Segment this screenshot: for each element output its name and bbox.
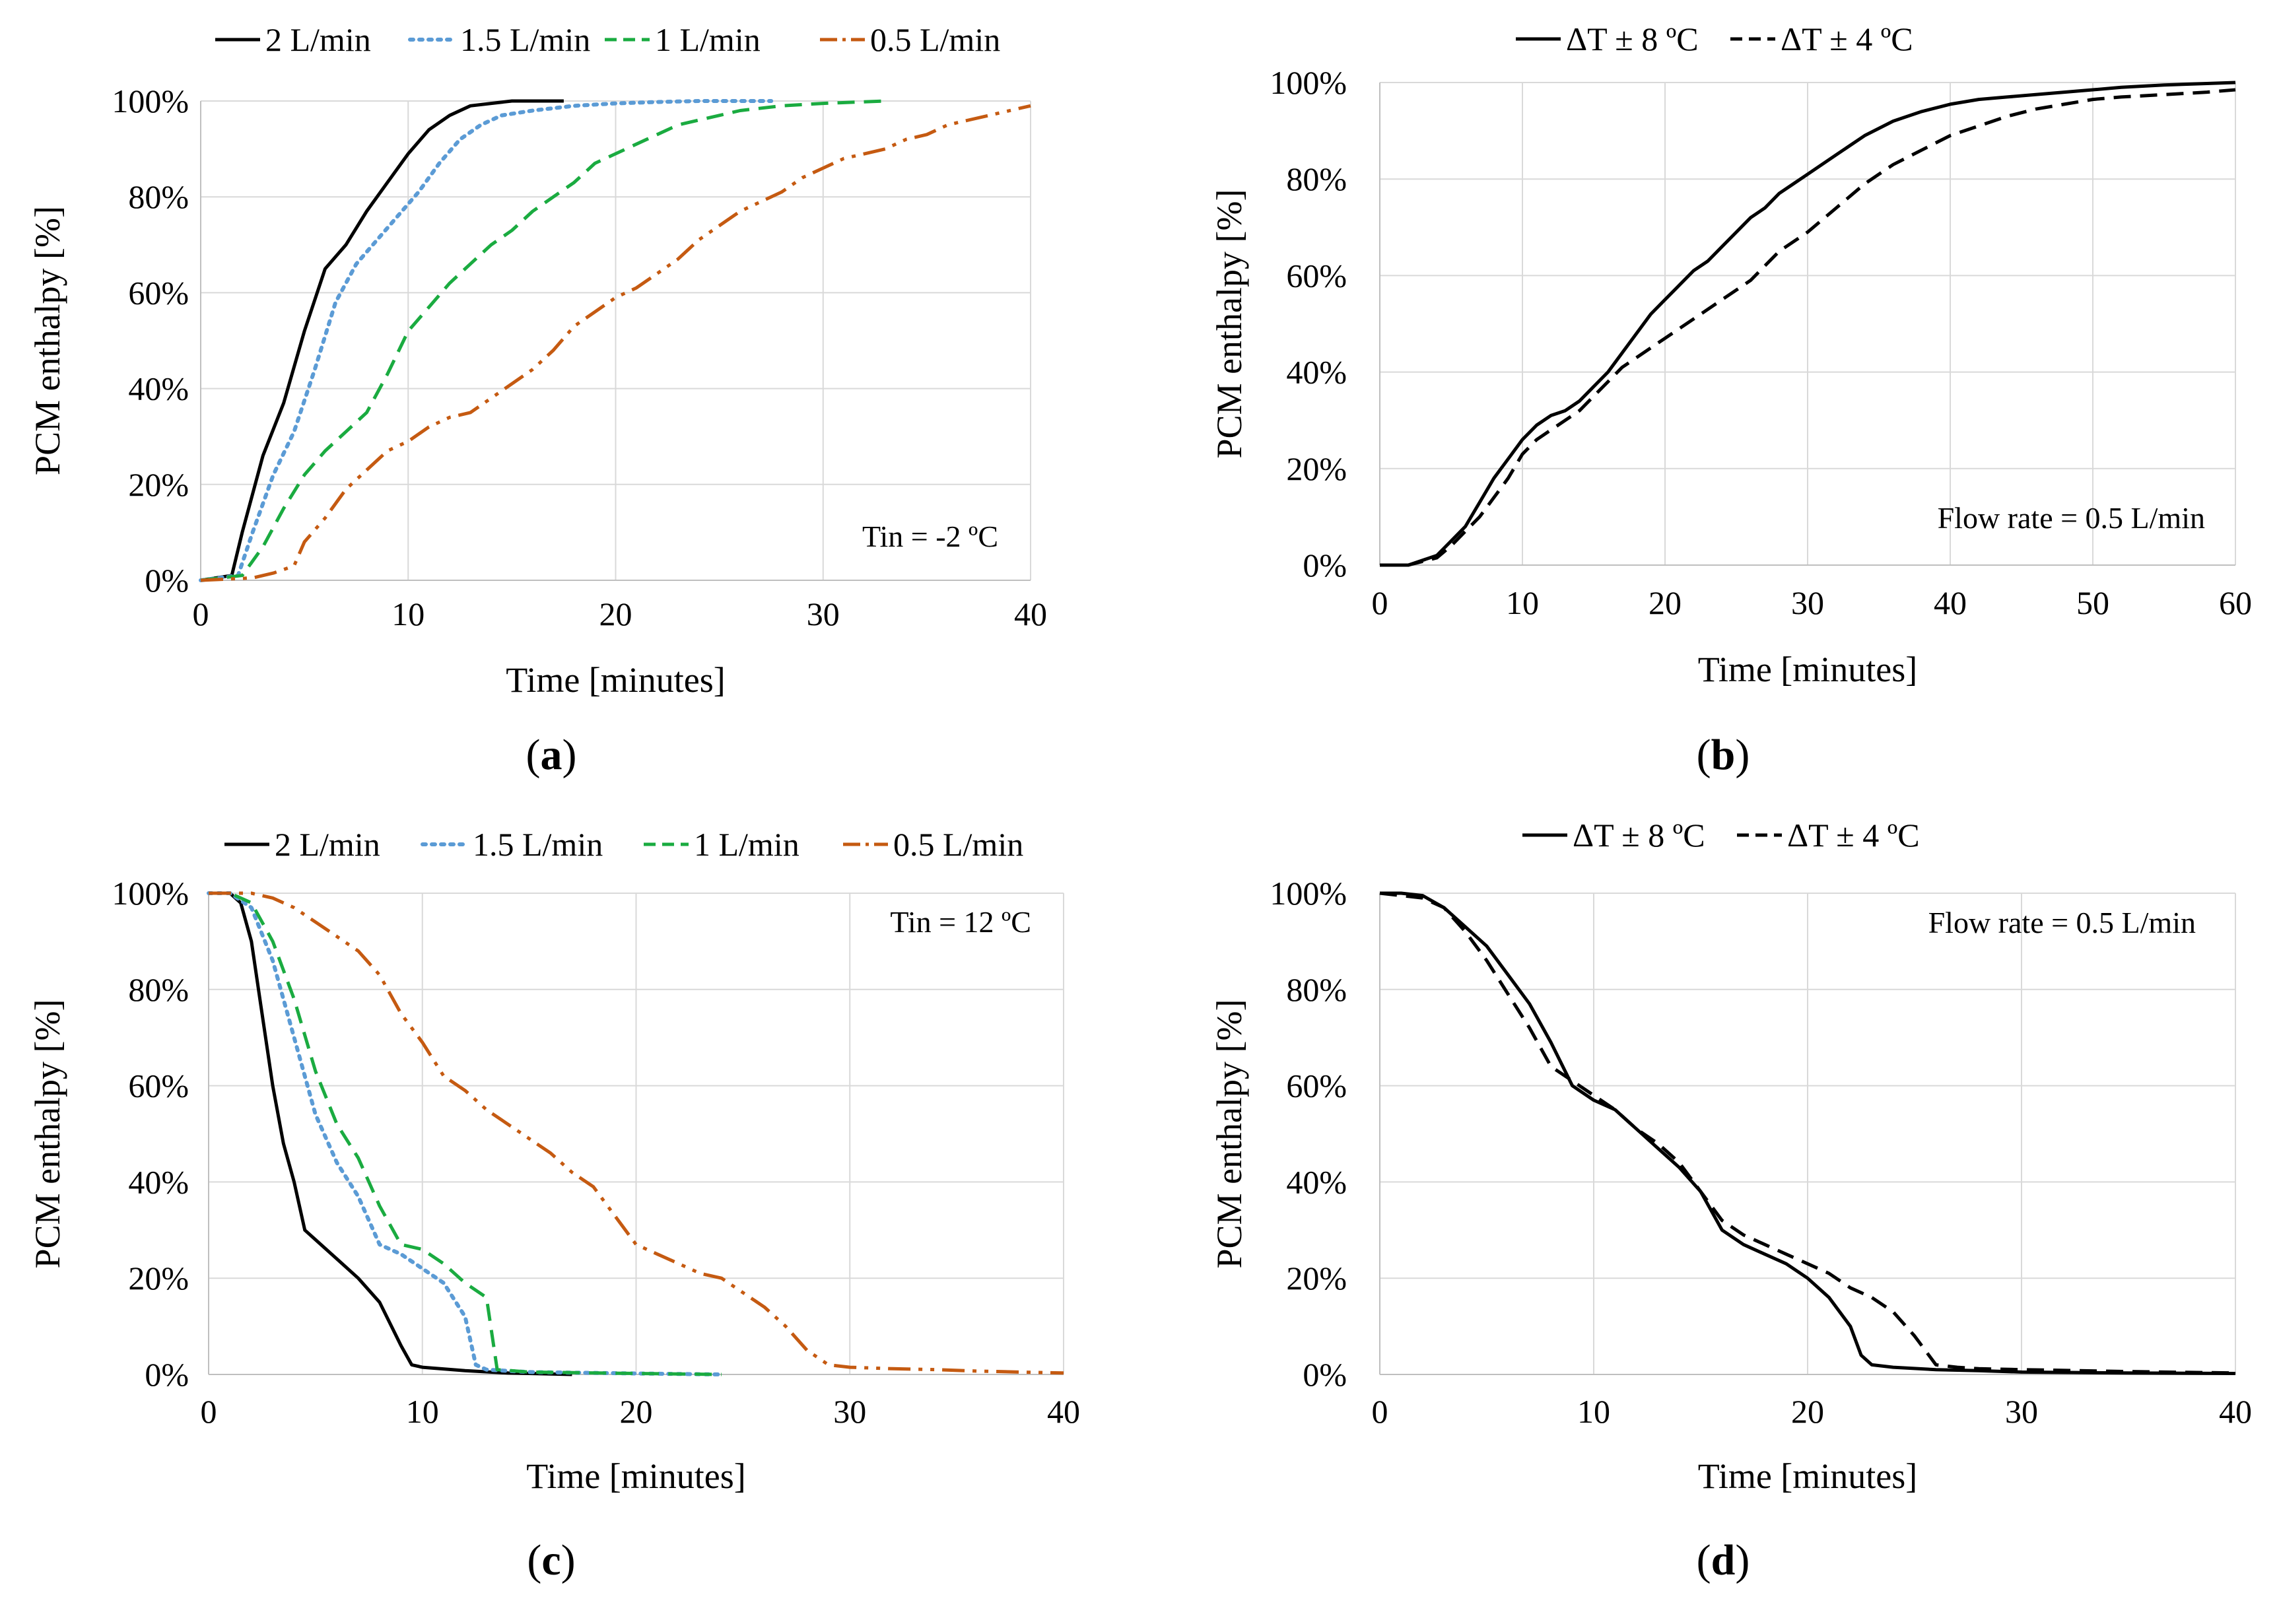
series-line-4 (200, 104, 1031, 582)
x-tick-label: 10 (1506, 584, 1539, 621)
x-tick-label: 0 (193, 595, 209, 632)
x-tick-label: 40 (1014, 595, 1047, 632)
y-tick-label: 0% (1303, 1356, 1347, 1393)
y-axis-label: PCM enthalpy [%] (1209, 189, 1249, 459)
x-tick-label: 20 (1649, 584, 1682, 621)
legend-label: 1.5 L/min (460, 21, 590, 58)
y-tick-label: 80% (128, 971, 189, 1008)
chart-c: 0% 20% 40% 60% 80% 100% 0 10 20 30 40 Time [minutes… (28, 826, 1080, 1584)
panel-label: (c) (527, 1536, 575, 1584)
chart-d: 0% 20% 40% 60% 80% 100% 0 10 20 30 40 Time [minutes… (1209, 817, 2252, 1584)
y-tick-label: 20% (1286, 1260, 1347, 1297)
y-tick-label: 80% (128, 178, 189, 215)
x-axis-label: Time [minutes] (526, 1456, 746, 1496)
x-tick-label: 50 (2076, 584, 2109, 621)
legend-label: 0.5 L/min (870, 21, 1000, 58)
y-axis-label: PCM enthalpy [%] (28, 206, 67, 475)
x-tick-label: 20 (1791, 1393, 1824, 1430)
x-tick-label: 0 (201, 1393, 217, 1430)
x-axis-label: Time [minutes] (1698, 1456, 1918, 1496)
series-line-3 (209, 891, 722, 1376)
y-axis-label: PCM enthalpy [%] (1209, 999, 1249, 1269)
y-tick-label: 100% (1270, 875, 1347, 912)
legend-label: 1 L/min (655, 21, 761, 58)
panel-label: (a) (526, 731, 577, 779)
y-tick-label: 0% (1303, 547, 1347, 584)
legend-label: ΔT ± 4 ºC (1787, 817, 1920, 854)
legend-label: ΔT ± 4 ºC (1781, 20, 1913, 57)
panel-label: (b) (1697, 731, 1750, 779)
series-line-1 (1380, 81, 2236, 567)
annotation: Tin = 12 ºC (890, 905, 1031, 939)
series-line-4 (209, 891, 1064, 1375)
x-tick-label: 30 (1791, 584, 1824, 621)
y-axis-label: PCM enthalpy [%] (28, 999, 67, 1269)
y-tick-label: 20% (128, 466, 189, 503)
legend-label: 0.5 L/min (893, 826, 1023, 863)
y-tick-label: 80% (1286, 971, 1347, 1008)
y-tick-label: 0% (145, 1356, 189, 1393)
x-tick-label: 40 (2219, 1393, 2252, 1430)
annotation: Tin = -2 ºC (862, 520, 998, 553)
panel-label: (d) (1697, 1536, 1750, 1584)
x-tick-label: 10 (1577, 1393, 1610, 1430)
legend-label: 1.5 L/min (473, 826, 603, 863)
x-tick-label: 0 (1372, 584, 1388, 621)
legend-label: 2 L/min (265, 21, 371, 58)
y-tick-label: 60% (1286, 1067, 1347, 1104)
legend-label: ΔT ± 8 ºC (1573, 817, 1705, 854)
x-axis-label: Time [minutes] (506, 660, 726, 700)
x-tick-label: 40 (1934, 584, 1967, 621)
x-tick-label: 30 (807, 595, 840, 632)
y-tick-label: 40% (1286, 1163, 1347, 1200)
legend-label: ΔT ± 8 ºC (1566, 20, 1699, 57)
y-tick-label: 100% (112, 83, 189, 119)
x-tick-label: 20 (599, 595, 632, 632)
series-line-1 (200, 99, 564, 582)
y-tick-label: 60% (128, 274, 189, 311)
y-tick-label: 0% (145, 562, 189, 599)
legend-label: 1 L/min (694, 826, 799, 863)
x-tick-label: 10 (391, 595, 425, 632)
x-tick-label: 40 (1047, 1393, 1080, 1430)
y-tick-label: 20% (128, 1260, 189, 1297)
x-axis-label: Time [minutes] (1698, 650, 1918, 689)
y-tick-label: 60% (128, 1067, 189, 1104)
series-line-3 (200, 99, 886, 582)
y-tick-label: 100% (112, 875, 189, 912)
y-tick-label: 100% (1270, 64, 1347, 101)
x-tick-label: 30 (2005, 1393, 2038, 1430)
legend-label: 2 L/min (275, 826, 380, 863)
chart-a: 0% 20% 40% 60% 80% 100% 0 10 20 30 40 Time [minutes… (28, 21, 1047, 779)
y-tick-label: 80% (1286, 160, 1347, 197)
series-line-2 (207, 891, 724, 1376)
series-line-2 (199, 99, 774, 582)
x-tick-label: 20 (620, 1393, 653, 1430)
annotation: Flow rate = 0.5 L/min (1928, 906, 2196, 939)
y-tick-label: 40% (128, 370, 189, 407)
y-tick-label: 40% (1286, 354, 1347, 391)
chart-b: 0% 20% 40% 60% 80% 100% 0 10 20 30 40 50 60 Time [min… (1209, 20, 2252, 779)
series-line-1 (209, 891, 572, 1376)
x-tick-label: 0 (1372, 1393, 1388, 1430)
y-tick-label: 60% (1286, 257, 1347, 294)
x-tick-label: 60 (2219, 584, 2252, 621)
y-tick-label: 20% (1286, 450, 1347, 487)
x-tick-label: 30 (833, 1393, 866, 1430)
x-tick-label: 10 (406, 1393, 439, 1430)
series-line-2 (1379, 891, 2236, 1375)
y-tick-label: 40% (128, 1163, 189, 1200)
series-line-2 (1380, 88, 2236, 567)
annotation: Flow rate = 0.5 L/min (1938, 501, 2205, 535)
